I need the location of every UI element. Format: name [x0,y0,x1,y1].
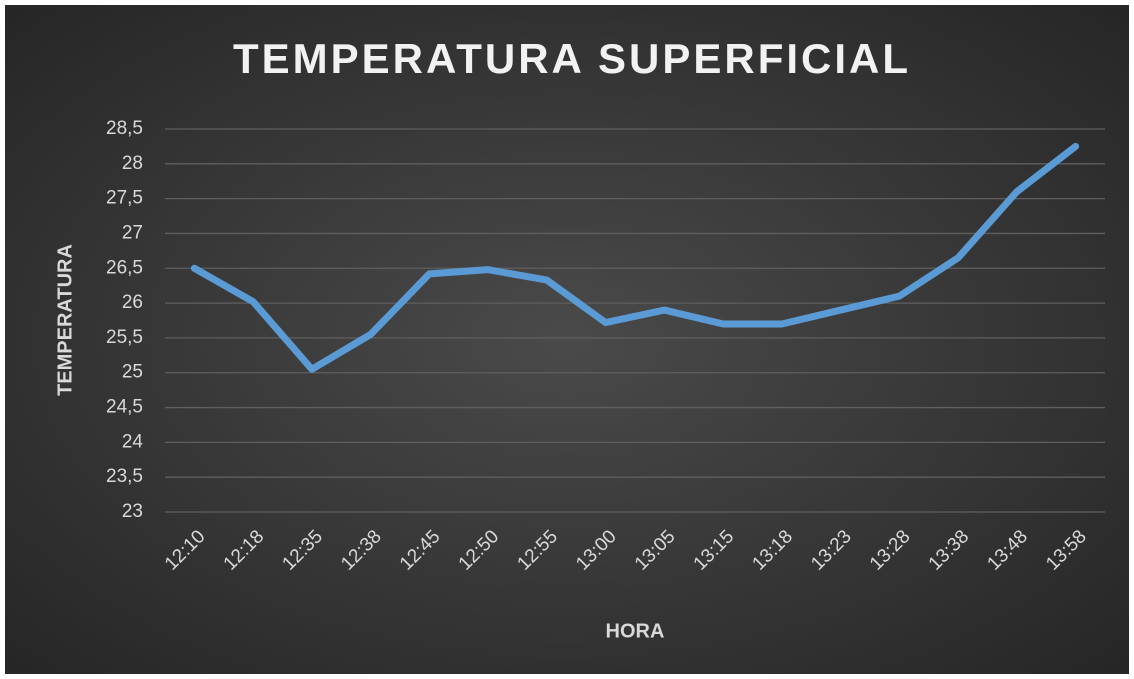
y-tick-label: 28,5 [106,118,143,139]
y-tick-label: 23,5 [106,466,143,487]
y-tick-label: 26 [122,292,143,313]
y-tick-label: 25,5 [106,327,143,348]
y-tick-label: 25 [122,362,143,383]
y-tick-label: 24 [122,431,144,452]
chart-title: TEMPERATURA SUPERFICIAL [233,35,911,82]
y-axis-label: TEMPERATURA [54,244,76,396]
y-tick-label: 28 [122,153,143,174]
data-line [190,142,1080,373]
y-tick-label: 27,5 [106,188,143,209]
y-tick-label: 27 [122,222,143,243]
chart-background [5,5,1129,674]
y-tick-label: 24,5 [106,397,143,418]
y-tick-label: 23 [122,501,143,522]
x-axis-label: HORA [606,620,665,642]
y-tick-label: 26,5 [106,257,143,278]
